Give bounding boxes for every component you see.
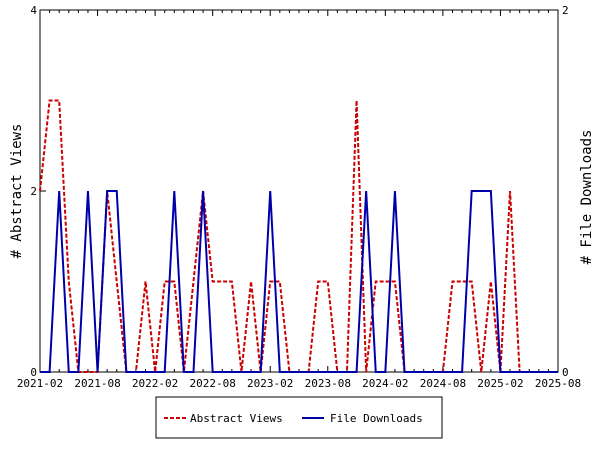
x-tick-label: 2025-08	[535, 377, 581, 390]
series-layer	[39, 99, 558, 373]
legend: Abstract Views File Downloads	[155, 396, 443, 439]
x-tick-label: 2025-02	[477, 377, 523, 390]
x-tick-label: 2024-02	[362, 377, 408, 390]
series-line-file-downloads	[40, 190, 558, 373]
y-left-tick-label: 2	[30, 185, 37, 198]
y-left-tick-label: 4	[30, 4, 37, 17]
x-tick-label: 2023-08	[305, 377, 351, 390]
tick-labels: 2021-02 2021-08 2022-02 2022-08 2023-02 2023-…	[17, 4, 581, 390]
legend-box	[155, 396, 443, 439]
x-tick-label: 2021-08	[74, 377, 120, 390]
y-right-tick-label: 2	[562, 4, 569, 17]
y-right-tick-label: 0	[562, 366, 569, 379]
x-tick-label: 2022-02	[132, 377, 178, 390]
legend-label-abstract-views: Abstract Views	[190, 412, 283, 425]
x-tick-label: 2023-02	[247, 377, 293, 390]
y-right-axis-title: # File Downloads	[579, 130, 595, 265]
x-tick-label: 2024-08	[420, 377, 466, 390]
x-tick-label: 2022-08	[189, 377, 235, 390]
y-left-axis-title: # Abstract Views	[9, 124, 25, 259]
legend-label-file-downloads: File Downloads	[330, 412, 423, 425]
x-tick-label: 2021-02	[17, 377, 63, 390]
y-left-tick-label: 0	[30, 366, 37, 379]
